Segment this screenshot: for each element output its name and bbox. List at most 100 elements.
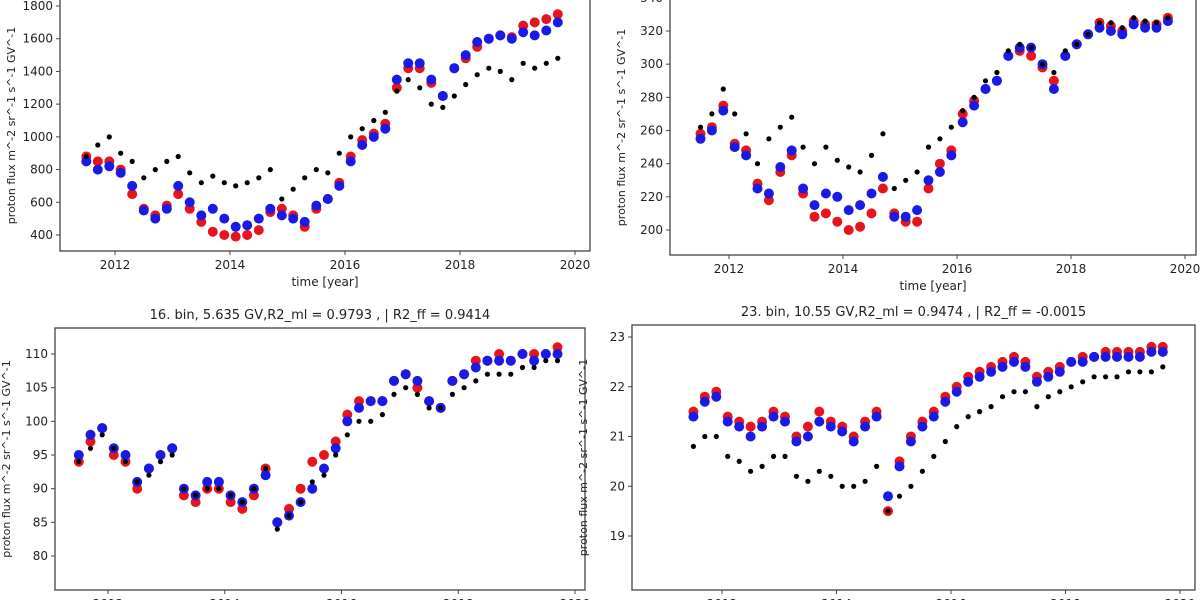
x-tick-label: 2018 — [445, 258, 476, 272]
y-tick-label: 1000 — [22, 130, 53, 144]
data-point — [934, 167, 945, 177]
data-point — [325, 170, 331, 176]
x-tick-label: 2018 — [1050, 597, 1081, 600]
data-point — [120, 450, 131, 460]
data-point — [825, 421, 836, 432]
data-point — [412, 375, 423, 386]
series-1 — [81, 9, 563, 242]
data-point — [73, 450, 84, 460]
data-point — [541, 25, 552, 36]
y-tick-label: 22 — [610, 380, 625, 394]
data-point — [791, 436, 802, 447]
data-point — [414, 58, 425, 69]
data-point — [877, 171, 888, 182]
data-point — [403, 58, 414, 69]
chart-title: 23. bin, 10.55 GV,R2_ml = 0.9474 , | R2_… — [741, 305, 1086, 320]
y-tick-label: 280 — [640, 90, 663, 104]
y-tick-label: 23 — [610, 330, 625, 344]
data-point — [1094, 22, 1105, 33]
data-point — [253, 213, 264, 224]
data-point — [846, 164, 852, 170]
data-point — [505, 355, 516, 366]
data-point — [816, 468, 822, 474]
data-point — [532, 65, 538, 71]
data-point — [230, 221, 241, 232]
data-point — [290, 186, 296, 192]
data-point — [405, 77, 411, 83]
data-point — [1123, 351, 1134, 362]
data-point — [709, 111, 715, 117]
data-point — [1165, 15, 1171, 21]
series-3 — [83, 55, 561, 202]
data-point — [394, 88, 400, 94]
data-point — [1026, 50, 1037, 61]
data-point — [828, 473, 834, 479]
data-point — [380, 123, 391, 134]
subplot-1: 2012 2014 2016 2018 2020 400 600 800 1000 1200 140… — [5, 0, 591, 289]
data-point — [937, 136, 943, 142]
y-tick-label: 1200 — [22, 97, 53, 111]
data-point — [1105, 26, 1116, 36]
data-point — [253, 225, 264, 236]
data-point — [823, 144, 829, 150]
data-point — [424, 396, 435, 407]
data-point — [470, 362, 481, 373]
data-point — [999, 394, 1006, 400]
data-point — [1043, 371, 1054, 382]
axes-frame — [54, 327, 586, 591]
data-point — [169, 452, 175, 458]
data-point — [1005, 48, 1011, 54]
data-point — [460, 50, 471, 61]
data-point — [344, 432, 350, 438]
data-point — [497, 68, 503, 74]
data-point — [1112, 351, 1122, 362]
data-point — [319, 450, 329, 460]
data-point — [843, 225, 854, 235]
y-axis-label: proton flux m^-2 sr^-1 s^-1 GV^-1 — [0, 360, 13, 557]
data-point — [789, 114, 795, 120]
data-point — [541, 14, 552, 25]
data-point — [820, 208, 831, 219]
data-point — [1074, 41, 1080, 47]
data-point — [754, 161, 761, 167]
data-point — [85, 429, 96, 440]
data-point — [900, 211, 911, 222]
data-point — [244, 180, 250, 186]
y-tick-label: 95 — [33, 448, 48, 462]
data-point — [230, 231, 241, 242]
x-tick-label: 2016 — [330, 258, 361, 272]
x-tick-label: 2014 — [821, 597, 852, 600]
data-point — [866, 208, 877, 219]
data-point — [732, 111, 738, 117]
data-point — [311, 200, 322, 211]
data-point — [948, 124, 954, 130]
data-point — [309, 479, 315, 485]
data-point — [802, 431, 813, 442]
data-point — [496, 371, 502, 377]
data-point — [914, 169, 920, 175]
data-point — [1119, 25, 1125, 31]
data-point — [702, 433, 708, 440]
data-point — [368, 131, 379, 142]
data-point — [83, 153, 89, 160]
x-tick-label: 2014 — [215, 258, 246, 272]
data-point — [931, 453, 937, 459]
data-point — [786, 145, 797, 156]
data-point — [216, 486, 222, 492]
data-point — [330, 443, 341, 454]
subplot-4: 2012 2014 2016 2018 2020 19 20 21 22 23 proton flu… — [577, 305, 1196, 600]
data-point — [403, 385, 409, 391]
data-point — [894, 461, 905, 472]
data-point — [866, 188, 877, 199]
data-point — [874, 463, 880, 469]
data-point — [474, 72, 480, 78]
y-tick-label: 400 — [30, 228, 53, 242]
y-axis-label: proton flux m^-2 sr^-1 s^-1 GV^-1 — [615, 29, 628, 226]
data-point — [960, 108, 966, 114]
data-point — [242, 230, 253, 240]
y-tick-label: 1600 — [22, 32, 53, 46]
data-point — [461, 385, 467, 391]
data-point — [438, 405, 444, 411]
data-point — [946, 150, 957, 161]
data-point — [837, 426, 848, 437]
